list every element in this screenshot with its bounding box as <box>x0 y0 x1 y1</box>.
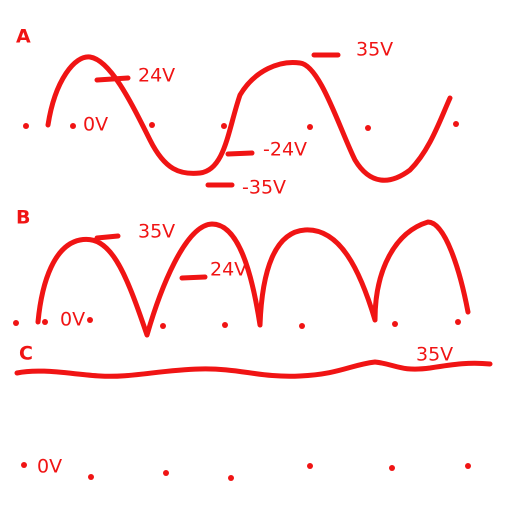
dot <box>23 123 29 129</box>
sine-wave <box>45 54 453 183</box>
marker <box>94 75 131 83</box>
dot <box>392 321 398 327</box>
annotation: 0V <box>83 114 108 136</box>
annotation: 35V <box>138 221 175 243</box>
zero-dots <box>23 121 459 131</box>
dot <box>389 465 395 471</box>
panel-label: A <box>16 26 31 48</box>
marker <box>94 233 121 241</box>
rectified-wave <box>35 219 471 338</box>
dot <box>221 123 227 129</box>
dot <box>365 125 371 131</box>
dot <box>13 320 19 326</box>
dot <box>465 463 471 469</box>
panel-c: C 35V 0V <box>14 343 493 481</box>
dot <box>228 475 234 481</box>
annotation: 35V <box>356 39 393 61</box>
dot <box>453 121 459 127</box>
dot <box>222 322 228 328</box>
dot <box>149 122 155 128</box>
dot <box>455 319 461 325</box>
dot <box>307 463 313 469</box>
dot <box>87 317 93 323</box>
dot <box>42 319 48 325</box>
dot <box>21 462 27 468</box>
annotation: 0V <box>37 456 62 478</box>
dot <box>160 323 166 329</box>
panel-b: B 35V 24V 0V <box>13 207 471 338</box>
marker <box>225 150 255 157</box>
annotation: 24V <box>210 259 247 281</box>
annotation: 35V <box>416 344 453 366</box>
annotation: -24V <box>263 139 307 161</box>
dot <box>299 323 305 329</box>
panel-label: C <box>19 343 33 365</box>
dot <box>163 470 169 476</box>
panel-label: B <box>16 207 30 229</box>
dc-line <box>14 359 493 379</box>
zero-dots <box>13 317 461 329</box>
marker <box>179 274 208 281</box>
zero-dots <box>21 462 471 481</box>
annotation: -35V <box>242 177 286 199</box>
dot <box>70 123 76 129</box>
dot <box>307 124 313 130</box>
annotation: 0V <box>60 309 85 331</box>
panel-a: A 24V 35V 0V -24V -35V <box>16 26 459 199</box>
annotation: 24V <box>138 65 175 87</box>
dot <box>88 474 94 480</box>
